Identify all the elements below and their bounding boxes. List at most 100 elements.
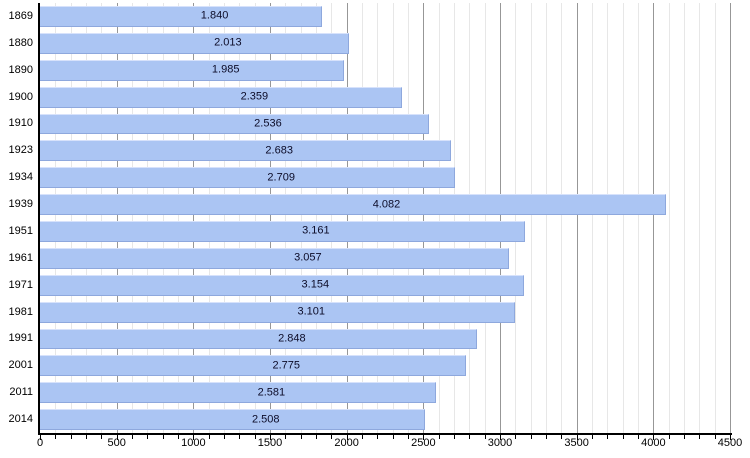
bar-rows: 1.840 2.013 1.985 2.359 2.536 2.683 2.709 4.082…: [40, 3, 730, 433]
year-label: 1939: [8, 198, 33, 211]
x-tick-minor: [300, 435, 302, 439]
gridline-minor: [622, 3, 624, 433]
x-tick-minor: [55, 435, 57, 439]
x-tick-minor: [561, 435, 563, 439]
year-label: 1981: [8, 305, 33, 318]
bar-row: 2.709: [40, 164, 730, 191]
bar-row: 1.840: [40, 3, 730, 30]
x-tick-label: 4000: [641, 437, 666, 449]
gridline-minor: [699, 3, 701, 433]
gridline-minor: [300, 3, 302, 433]
x-tick-label: 0: [36, 437, 44, 449]
bar-value-label: 2.683: [265, 144, 293, 157]
gridline-minor: [592, 3, 593, 433]
x-tick-major: [423, 435, 425, 440]
gridline-minor: [408, 3, 409, 433]
bar-row: 3.057: [40, 245, 730, 272]
x-axis-line: [38, 433, 732, 435]
bar-row: 4.082: [40, 191, 730, 218]
x-tick-major: [116, 435, 118, 440]
bar-value-label: 4.082: [372, 198, 401, 211]
bar-row: 2.508: [40, 406, 730, 433]
x-tick-minor: [408, 435, 409, 439]
year-label: 2001: [8, 359, 33, 372]
x-axis: 0 500 1000 1500 2000 2500 3000 3500 4000 4500: [36, 435, 742, 457]
bar: 2.709: [40, 167, 456, 189]
bar-value-label: 2.709: [267, 171, 295, 184]
year-label: 1890: [8, 63, 33, 76]
gridline-layer: [40, 3, 731, 433]
gridline-major: [653, 3, 655, 433]
bar: 1.840: [40, 6, 323, 27]
gridline-minor: [714, 3, 716, 433]
gridline-major: [346, 3, 348, 433]
x-tick-major: [270, 435, 271, 440]
x-tick-minor: [377, 435, 379, 439]
gridline-minor: [101, 3, 103, 433]
gridline-minor: [285, 3, 287, 433]
gridline-major: [116, 3, 118, 433]
gridline-minor: [454, 3, 455, 433]
gridline-minor: [638, 3, 639, 433]
x-tick-minor: [699, 435, 701, 439]
gridline-minor: [530, 3, 532, 433]
bar-value-label: 1.840: [200, 9, 229, 22]
bar-value-label: 2.775: [272, 359, 301, 372]
y-axis-line: [38, 3, 40, 435]
x-tick-minor: [162, 435, 164, 439]
x-tick-minor: [285, 435, 287, 439]
year-label: 1951: [8, 224, 33, 237]
gridline-minor: [224, 3, 225, 433]
gridline-minor: [239, 3, 241, 433]
bar: 2.775: [40, 355, 466, 377]
gridline-minor: [70, 3, 72, 433]
bar-row: 1.985: [40, 57, 730, 84]
x-tick-minor: [469, 435, 471, 439]
bar-value-label: 3.161: [302, 224, 330, 237]
year-label: 1961: [8, 251, 33, 264]
bar-value-label: 2.013: [214, 36, 242, 49]
year-label: 1971: [8, 278, 33, 291]
gridline-minor: [55, 3, 57, 433]
gridline-minor: [392, 3, 394, 433]
gridline-minor: [684, 3, 685, 433]
gridline-major: [500, 3, 501, 433]
x-tick-minor: [147, 435, 149, 439]
bar: 4.082: [40, 194, 666, 215]
bar: 2.536: [40, 113, 429, 135]
bar-value-label: 2.508: [252, 413, 280, 426]
bar-value-label: 2.848: [278, 332, 306, 345]
x-tick-label: 1000: [181, 437, 206, 449]
gridline-minor: [515, 3, 517, 433]
bar-row: 2.581: [40, 379, 730, 406]
gridline-minor: [362, 3, 363, 433]
x-tick-minor: [178, 435, 179, 439]
gridline-minor: [178, 3, 179, 433]
plot-area: 1.840 2.013 1.985 2.359 2.536 2.683 2.709 4.082…: [40, 3, 731, 433]
bar-row: 3.161: [40, 218, 730, 245]
x-tick-minor: [592, 435, 593, 439]
year-label: 1910: [8, 117, 33, 130]
bar: 3.154: [40, 274, 524, 296]
gridline-minor: [377, 3, 379, 433]
bar-value-label: 2.581: [257, 386, 286, 399]
gridline-minor: [162, 3, 164, 433]
bar-value-label: 2.359: [240, 90, 269, 103]
bar-row: 3.154: [40, 272, 730, 299]
x-tick-minor: [454, 435, 455, 439]
x-tick-minor: [668, 435, 670, 439]
gridline-major: [730, 3, 731, 433]
bar: 1.985: [40, 59, 345, 81]
x-tick-label: 4500: [717, 437, 743, 449]
bar: 2.013: [40, 32, 349, 54]
bar-value-label: 3.101: [297, 305, 325, 318]
year-label: 1923: [8, 144, 33, 157]
gridline-minor: [546, 3, 547, 433]
gridline-minor: [561, 3, 563, 433]
x-tick-minor: [438, 435, 440, 439]
bar: 2.359: [40, 86, 402, 108]
x-tick-major: [730, 435, 731, 440]
year-label: 1880: [8, 36, 33, 49]
x-tick-minor: [714, 435, 716, 439]
x-tick-minor: [86, 435, 87, 439]
